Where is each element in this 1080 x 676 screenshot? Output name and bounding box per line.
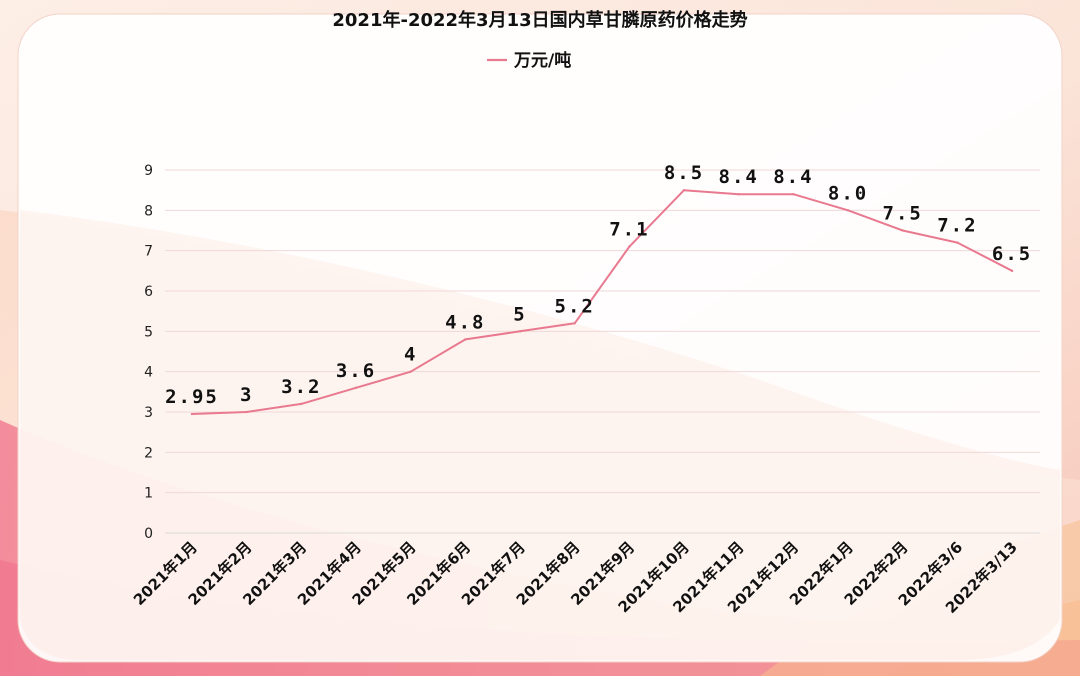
series-line-group	[190, 188, 1014, 416]
data-label: 3.2	[281, 376, 321, 398]
y-tick-label: 5	[144, 324, 153, 340]
data-point	[1010, 269, 1014, 273]
data-label: 8.4	[773, 166, 813, 188]
data-label: 3.6	[336, 360, 376, 382]
y-tick-label: 6	[144, 284, 153, 300]
data-label: 8.4	[719, 166, 759, 188]
data-point	[518, 330, 522, 333]
data-label: 8.0	[828, 182, 868, 204]
data-label: 5.2	[555, 295, 595, 317]
y-tick-label: 0	[144, 526, 153, 542]
y-axis-tick-labels: 0 1 2 3 4 5 6 7 8 9	[144, 163, 153, 542]
data-label: 6.5	[992, 243, 1032, 265]
data-point	[245, 410, 248, 414]
data-label: 4.8	[445, 311, 485, 333]
y-tick-label: 2	[144, 445, 153, 461]
legend-label: 万元/吨	[513, 50, 571, 71]
data-label: 4	[404, 344, 417, 366]
data-point	[464, 338, 467, 341]
data-label: 8.5	[664, 162, 704, 184]
y-tick-label: 7	[144, 244, 153, 260]
data-label: 5	[513, 303, 526, 325]
chart-panel	[17, 13, 1063, 663]
chart-title: 2021年-2022年3月13日国内草甘膦原药价格走势	[332, 9, 747, 31]
data-labels: 2.95 3 3.2 3.6 4 4.8 5 5.2 7.1 8.5 8.4 8.4 8.0 7.5 7.2…	[165, 162, 1032, 408]
data-point	[737, 193, 740, 196]
data-point	[628, 245, 631, 248]
data-point	[792, 193, 795, 196]
data-point	[846, 209, 850, 212]
gridlines	[165, 169, 1040, 534]
data-point	[573, 322, 576, 325]
y-tick-label: 1	[144, 486, 153, 502]
legend: 万元/吨	[487, 50, 571, 71]
data-label: 2.95	[165, 386, 219, 408]
data-label: 3	[240, 384, 253, 406]
data-label: 7.1	[609, 219, 649, 241]
panel-inner-decoration	[20, 210, 1060, 660]
data-point	[901, 229, 904, 232]
y-tick-label: 3	[144, 405, 153, 421]
y-tick-label: 4	[144, 365, 153, 381]
data-point	[300, 402, 303, 406]
data-point	[682, 188, 686, 192]
y-tick-label: 9	[144, 163, 153, 179]
data-point	[956, 241, 959, 244]
data-point	[354, 386, 358, 389]
data-point	[190, 412, 194, 416]
y-tick-label: 8	[144, 203, 153, 219]
data-label: 7.2	[937, 215, 977, 237]
data-point	[409, 370, 412, 373]
data-label: 7.5	[883, 203, 923, 225]
series-line	[191, 189, 1014, 415]
